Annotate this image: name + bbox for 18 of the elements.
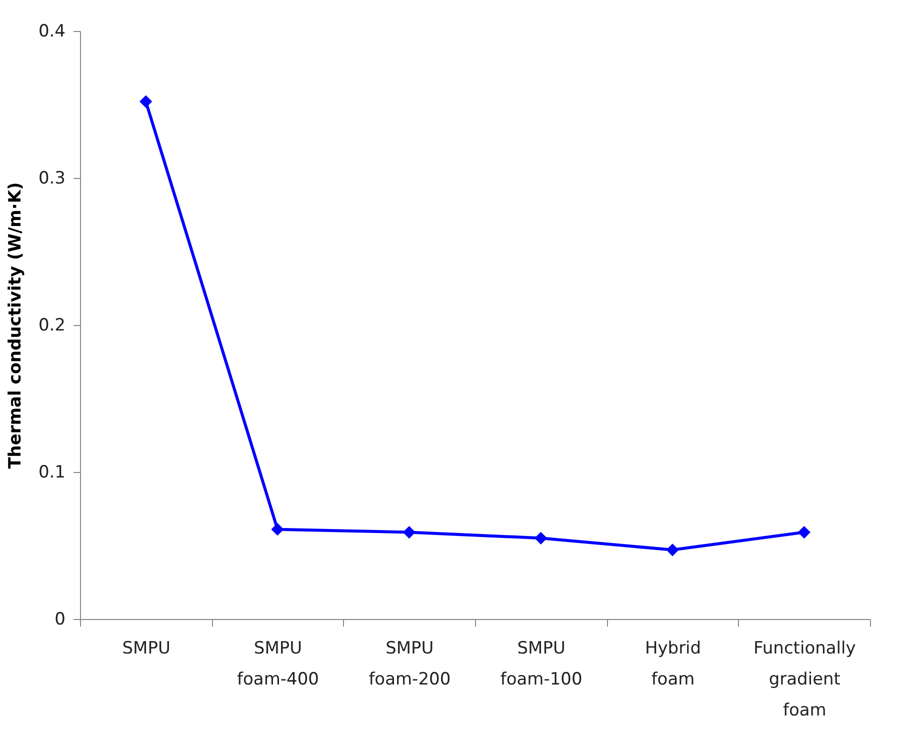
y-axis-title: Thermal conductivity (W/m·K) [5, 182, 26, 469]
point [140, 95, 152, 108]
y-tick-label: 0.4 [38, 22, 66, 42]
y-tick-label: 0.3 [38, 168, 66, 188]
point [798, 526, 810, 539]
point [534, 532, 548, 544]
x-tick-label: Functionally gradient foam [754, 638, 856, 720]
x-tick-label: SMPU [122, 638, 170, 658]
x-tick-label: SMPU foam-400 [237, 638, 319, 690]
x-tick-label: SMPU foam-100 [500, 638, 582, 690]
x-tick-label: Hybrid foam [644, 638, 702, 690]
x-tick-label: SMPU foam-200 [368, 638, 451, 690]
point [666, 544, 679, 556]
y-tick-label: 0.2 [38, 316, 66, 336]
point [271, 523, 284, 536]
point [402, 526, 416, 539]
y-tick-label: 0 [54, 610, 66, 630]
y-tick-label: 0.1 [38, 462, 66, 482]
